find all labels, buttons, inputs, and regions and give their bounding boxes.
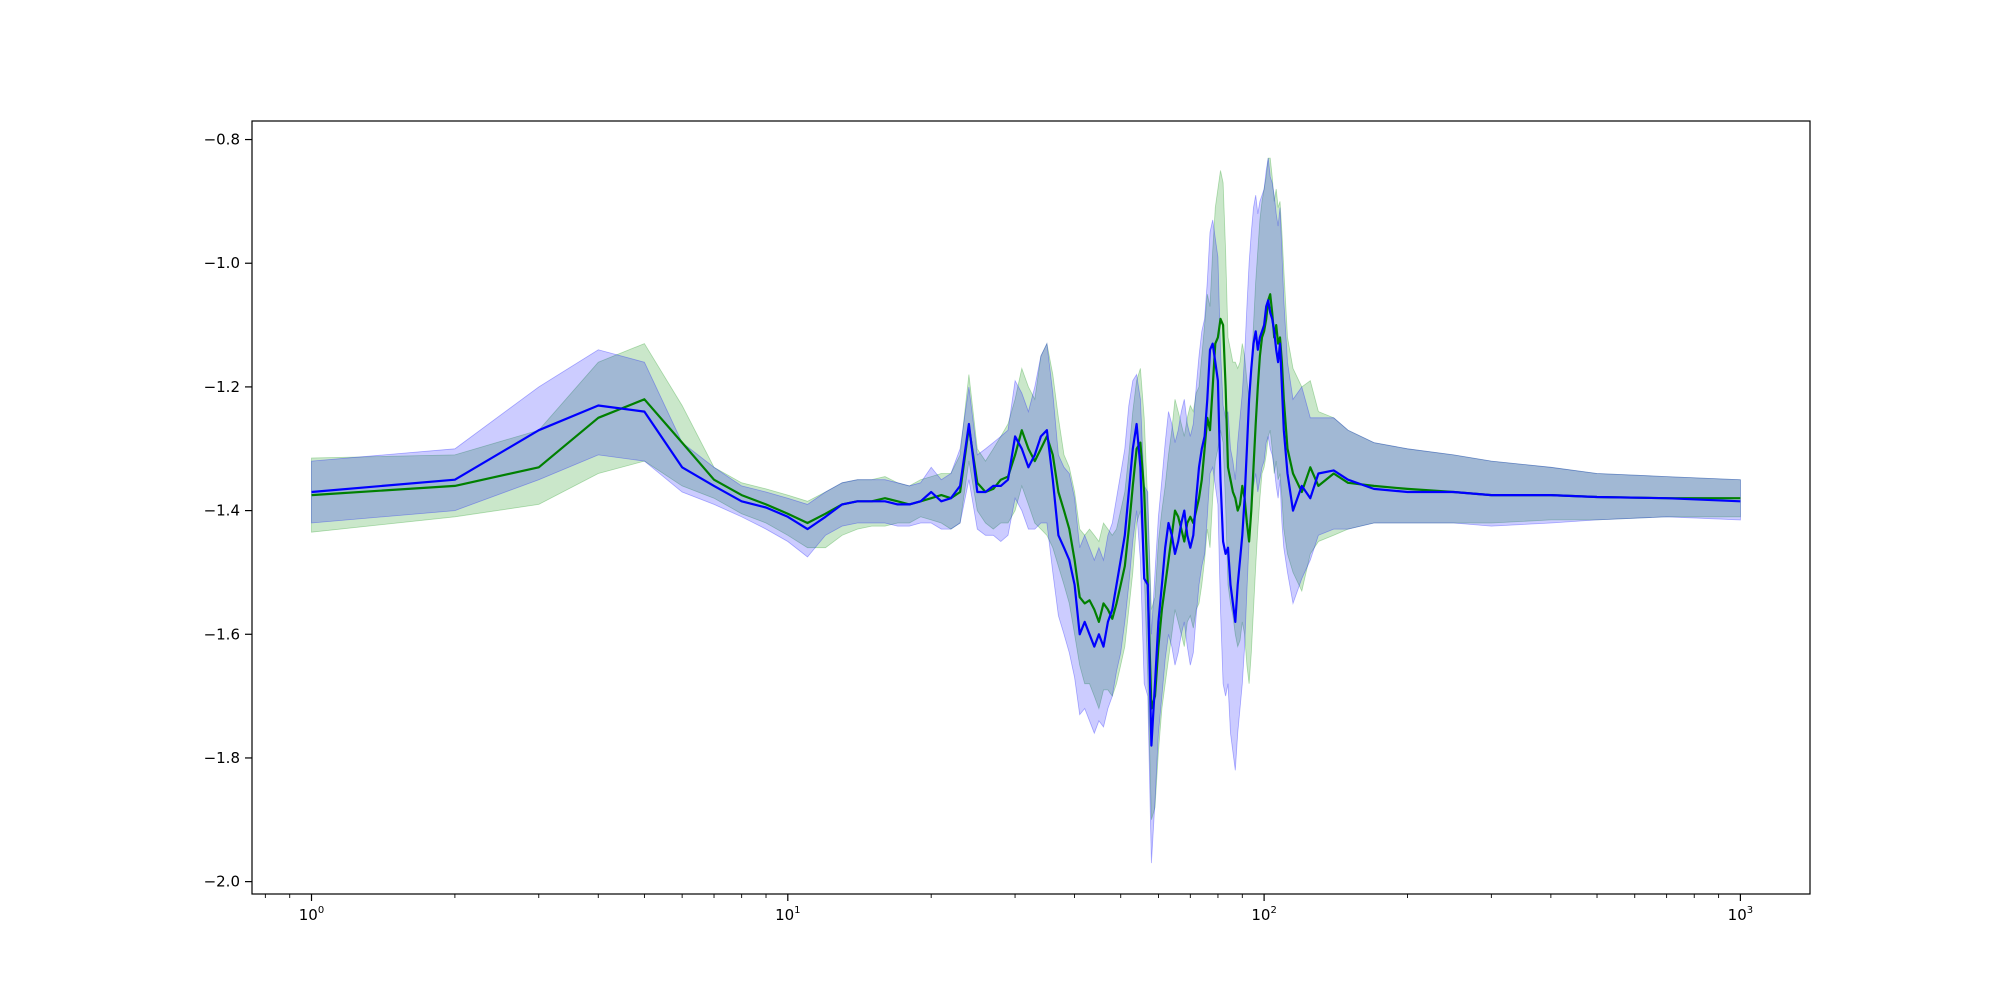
- y-tick-label: −1.6: [204, 625, 240, 643]
- y-tick-label: −0.8: [204, 131, 240, 149]
- series-lines: [311, 293, 1741, 747]
- x-tick-label: 102: [1251, 905, 1276, 924]
- confidence-bands: [311, 157, 1741, 864]
- series-2-band: [311, 158, 1741, 864]
- y-tick-label: −2.0: [204, 873, 240, 891]
- series-2-line: [311, 299, 1741, 747]
- x-tick-label: 103: [1728, 905, 1753, 924]
- series-1-band: [311, 157, 1741, 820]
- x-tick-label: 100: [299, 905, 324, 924]
- y-tick-label: −1.4: [204, 502, 240, 520]
- y-axis: −2.0 −1.8 −1.6 −1.4 −1.2 −1.0 −0.8: [204, 131, 252, 891]
- y-tick-label: −1.0: [204, 254, 240, 272]
- x-tick-label: 101: [775, 905, 800, 924]
- y-tick-label: −1.8: [204, 749, 240, 767]
- plot-frame: [251, 120, 1811, 895]
- x-axis: 100 101 102 103: [264, 894, 1753, 924]
- y-tick-label: −1.2: [204, 378, 240, 396]
